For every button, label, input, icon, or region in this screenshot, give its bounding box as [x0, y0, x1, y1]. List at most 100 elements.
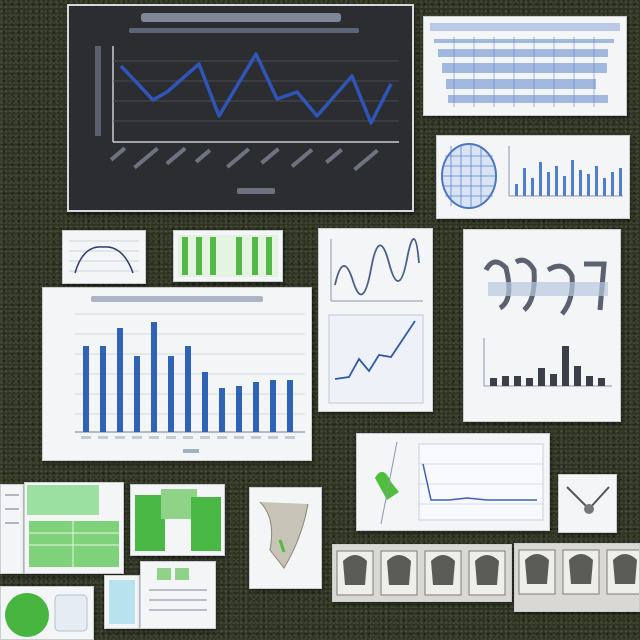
- green-table-card: [173, 230, 283, 282]
- green-panel-card: [130, 484, 225, 556]
- bar: [538, 368, 545, 386]
- tick-label: [268, 436, 278, 439]
- bar: [550, 374, 557, 386]
- x-tick-labels: [110, 147, 379, 171]
- bar: [547, 172, 550, 196]
- stacked-line-charts-card: [318, 228, 433, 412]
- bar: [236, 386, 242, 432]
- tile-figure: [569, 554, 593, 584]
- bar: [579, 170, 582, 196]
- green-circle-card: [0, 586, 94, 640]
- bar: [253, 382, 259, 432]
- bar: [490, 378, 497, 386]
- lower-line-chart: [329, 315, 423, 403]
- map-bar-card: [436, 135, 630, 219]
- tile-figure: [431, 555, 455, 585]
- table-sheet-card: [423, 16, 627, 116]
- bar: [168, 356, 174, 432]
- photo-strip: [333, 545, 511, 601]
- bar: [571, 160, 574, 196]
- diagram: [559, 475, 616, 532]
- bar: [595, 166, 598, 196]
- bar: [287, 380, 293, 432]
- bar: [185, 346, 191, 432]
- x-axis-title: [183, 449, 199, 453]
- bar-series: [490, 346, 605, 386]
- y-axis: [95, 46, 399, 142]
- tick-label: [234, 436, 244, 439]
- bar: [562, 346, 569, 386]
- mini-line-chart: [63, 231, 145, 283]
- doc-sheet-card: [104, 575, 140, 629]
- tick-label: [217, 436, 227, 439]
- infographic-card: [463, 229, 621, 422]
- bar: [555, 166, 558, 196]
- map-icon: [442, 144, 496, 208]
- upper-line-chart: [331, 239, 423, 301]
- stacked-line-charts: [319, 229, 432, 411]
- blue-bar-chart: [43, 288, 311, 460]
- dark-line-chart: [69, 6, 412, 210]
- photo-strip-card-2: [514, 543, 640, 612]
- bar: [563, 176, 566, 196]
- bar: [219, 388, 225, 432]
- bar: [619, 168, 622, 196]
- infographic: [464, 230, 620, 421]
- green-table: [174, 231, 282, 281]
- green-line-chart-card: [356, 433, 550, 531]
- mini-bar-series: [515, 160, 622, 196]
- bar: [523, 168, 526, 196]
- green-form-card-a: [0, 484, 24, 574]
- tick-label: [166, 436, 176, 439]
- tile-figure: [525, 554, 549, 584]
- blurred-title: [129, 13, 359, 33]
- bar-series: [83, 322, 293, 432]
- dark-line-chart-card: [67, 4, 414, 212]
- sketch-card: [249, 487, 322, 589]
- bar: [611, 172, 614, 196]
- bar: [586, 376, 593, 386]
- tick-label: [115, 436, 125, 439]
- blue-bar-chart-card: [42, 287, 312, 461]
- tick-label: [81, 436, 91, 439]
- bar: [83, 346, 89, 432]
- tile-figure: [343, 555, 367, 585]
- blurred-chart-title: [91, 296, 263, 302]
- table-sheet: [424, 17, 626, 115]
- bar: [202, 372, 208, 432]
- bar: [603, 178, 606, 196]
- tile-figure: [475, 555, 499, 585]
- bar: [514, 376, 521, 386]
- tick-label: [132, 436, 142, 439]
- bar: [515, 184, 518, 196]
- tile-figure: [613, 554, 637, 584]
- tick-label: [98, 436, 108, 439]
- bar: [270, 380, 276, 432]
- photo-strip-card: [332, 544, 512, 602]
- green-form-card-b: [24, 482, 124, 574]
- bar: [134, 356, 140, 432]
- mini-chart-card-a: [62, 230, 146, 284]
- tick-label: [200, 436, 210, 439]
- tick-label: [183, 436, 193, 439]
- map-bar-chart: [437, 136, 629, 218]
- bar: [598, 378, 605, 386]
- line-series: [121, 54, 391, 123]
- tick-label: [285, 436, 295, 439]
- diagram-card: [558, 474, 617, 533]
- x-axis-title: [237, 188, 275, 194]
- bar: [117, 328, 123, 432]
- photo-strip: [515, 544, 639, 611]
- x-tick-labels: [81, 436, 295, 439]
- bar: [100, 346, 106, 432]
- tile-figure: [387, 555, 411, 585]
- bar: [531, 178, 534, 196]
- bar: [502, 376, 509, 386]
- gridlines: [113, 61, 399, 121]
- bar: [587, 174, 590, 196]
- bar: [526, 378, 533, 386]
- doc-list-card: [140, 561, 216, 629]
- bar: [151, 322, 157, 432]
- bar: [539, 162, 542, 196]
- tick-label: [251, 436, 261, 439]
